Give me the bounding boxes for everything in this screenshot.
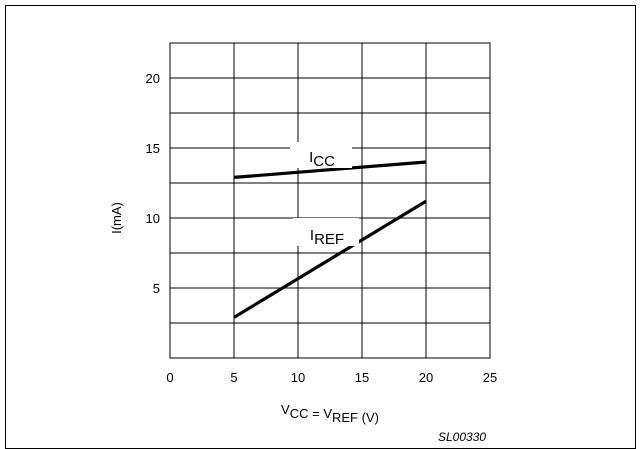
y-tick-label: 5: [153, 281, 160, 296]
x-axis-label-part: = V: [309, 406, 333, 421]
x-axis-label-subscript: CC: [290, 406, 309, 421]
plot-border: [169, 42, 491, 359]
x-tick-label: 0: [166, 370, 173, 385]
y-tick-label: 15: [146, 141, 160, 156]
y-tick-label: 10: [146, 211, 160, 226]
series-label-subscript: CC: [313, 153, 335, 170]
series-label-main: I: [309, 149, 313, 166]
series-label-subscript: REF: [314, 231, 344, 248]
series-label-main: I: [310, 227, 314, 244]
x-axis-label-subscript: REF: [332, 410, 358, 425]
series-label: ICC: [309, 149, 335, 170]
x-axis-label-part: V: [281, 402, 290, 417]
series-label: IREF: [310, 227, 344, 248]
x-axis-label-part: (V): [358, 410, 379, 425]
x-axis-label: VCC = VREF (V): [281, 402, 379, 425]
x-tick-labels: 0 5 10 15 20 25: [166, 370, 497, 385]
x-tick-label: 15: [355, 370, 369, 385]
series-line: [233, 160, 427, 179]
x-tick-label: 25: [483, 370, 497, 385]
series-line: [233, 199, 427, 319]
y-axis-label: I(mA): [109, 202, 124, 234]
series-label-background: [293, 218, 359, 246]
y-tick-labels: 5 10 15 20: [146, 71, 160, 296]
x-tick-label: 5: [230, 370, 237, 385]
figure-id: SL00330: [438, 430, 486, 444]
y-tick-label: 20: [146, 71, 160, 86]
series-label-background: [290, 142, 352, 168]
x-tick-label: 20: [419, 370, 433, 385]
x-tick-label: 10: [291, 370, 305, 385]
